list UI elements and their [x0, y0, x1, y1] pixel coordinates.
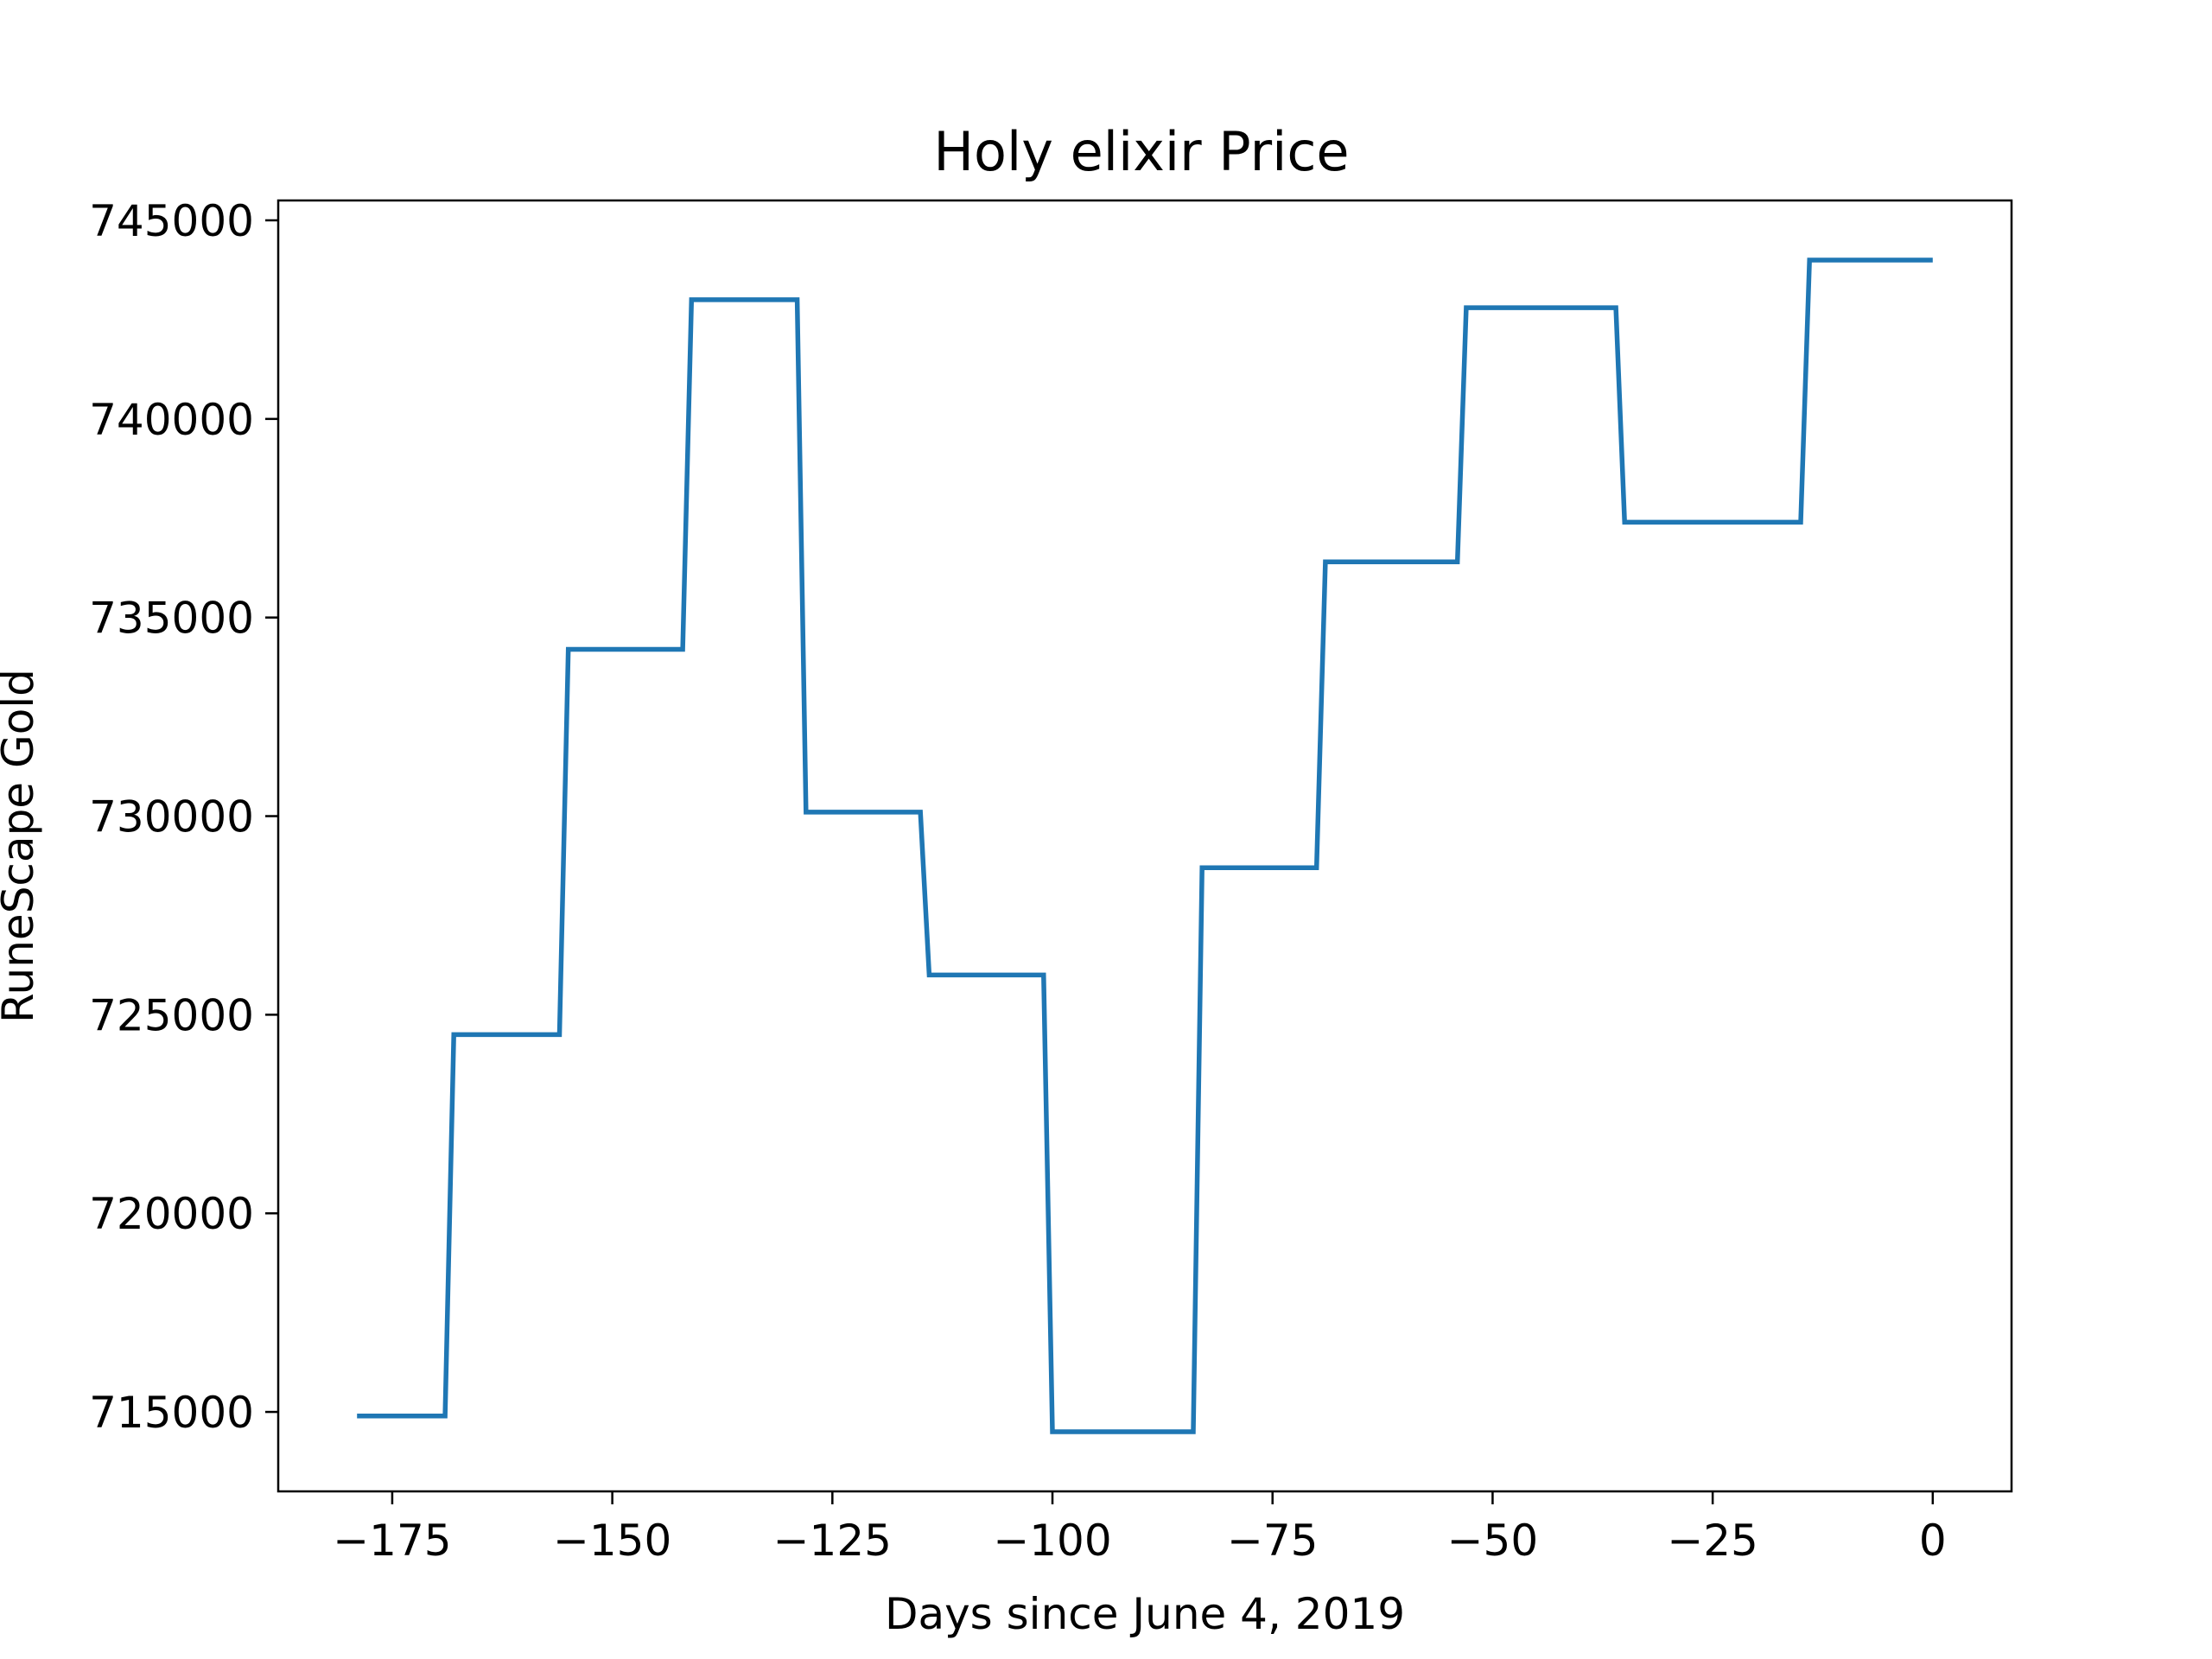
y-tick-label: 745000: [89, 196, 254, 246]
series-line-0: [357, 257, 1933, 1434]
y-tick-label: 740000: [89, 395, 254, 445]
y-axis: 715000 720000 725000 730000 735000 740000 7450…: [89, 196, 278, 1438]
x-tick-label: −175: [333, 1516, 451, 1566]
y-tick-label: 730000: [89, 792, 254, 842]
axes-frame: [276, 199, 2013, 1493]
x-tick-label: −25: [1667, 1516, 1758, 1566]
x-tick-label: −150: [553, 1516, 671, 1566]
x-tick-label: −125: [773, 1516, 892, 1566]
x-axis: −175 −150 −125 −100 −75 −50 −25 0: [333, 1491, 1947, 1566]
y-axis-label: RuneScape Gold: [0, 669, 43, 1023]
plot-area: [276, 199, 2013, 1493]
x-axis-label: Days since June 4, 2019: [885, 1589, 1405, 1639]
series-group: [357, 257, 1933, 1434]
y-tick-label: 735000: [89, 594, 254, 644]
x-tick-label: 0: [1919, 1516, 1947, 1566]
chart-title: Holy elixir Price: [933, 120, 1349, 183]
y-tick-label: 720000: [89, 1189, 254, 1239]
y-tick-label: 725000: [89, 990, 254, 1040]
y-tick-label: 715000: [89, 1388, 254, 1438]
x-tick-label: −100: [993, 1516, 1111, 1566]
x-tick-label: −75: [1227, 1516, 1319, 1566]
x-tick-label: −50: [1447, 1516, 1539, 1566]
